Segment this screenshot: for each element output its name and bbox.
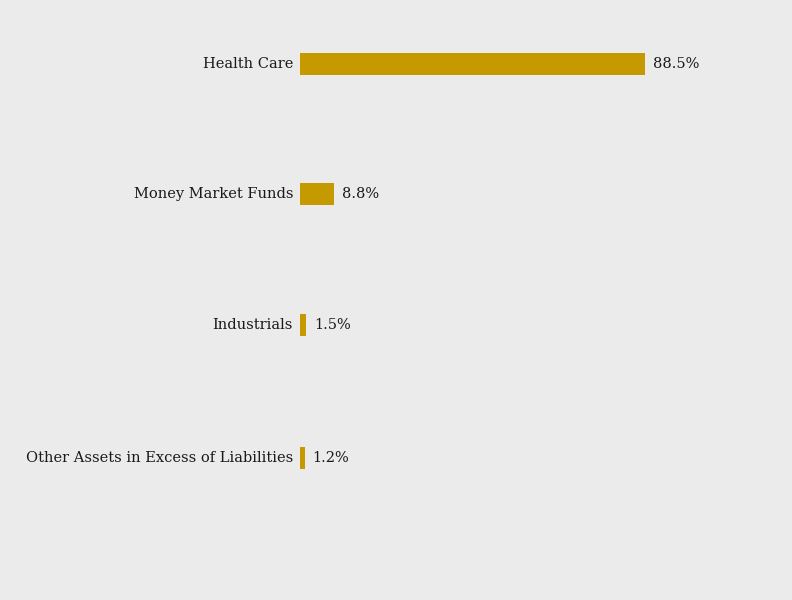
Text: Money Market Funds: Money Market Funds bbox=[134, 187, 293, 201]
Text: Health Care: Health Care bbox=[203, 57, 293, 71]
Text: 1.2%: 1.2% bbox=[313, 451, 349, 465]
Bar bbox=[300, 53, 645, 75]
Text: 1.5%: 1.5% bbox=[314, 318, 351, 332]
Bar bbox=[300, 183, 334, 205]
Bar bbox=[300, 314, 306, 336]
Text: 88.5%: 88.5% bbox=[653, 57, 699, 71]
Text: Industrials: Industrials bbox=[212, 318, 293, 332]
Text: Other Assets in Excess of Liabilities: Other Assets in Excess of Liabilities bbox=[26, 451, 293, 465]
Bar bbox=[300, 447, 305, 469]
Text: 8.8%: 8.8% bbox=[342, 187, 379, 201]
